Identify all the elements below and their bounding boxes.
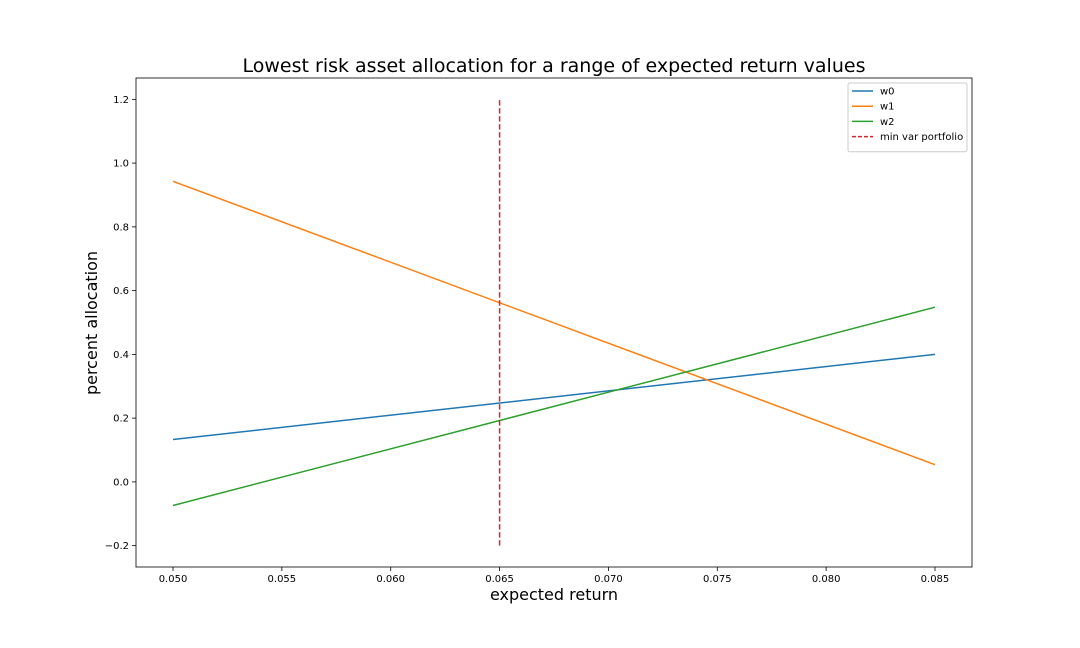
chart-title: Lowest risk asset allocation for a range… <box>243 55 866 77</box>
legend-label: w1 <box>880 102 895 113</box>
x-tick-label: 0.080 <box>812 574 841 585</box>
legend-label: w2 <box>880 117 895 128</box>
y-tick-label: 0.6 <box>113 286 129 297</box>
series-line-w0 <box>172 353 936 441</box>
x-tick-label: 0.050 <box>159 574 188 585</box>
legend-label: w0 <box>880 87 895 98</box>
legend-label: min var portfolio <box>880 132 963 143</box>
x-tick-label: 0.055 <box>268 574 297 585</box>
series-line-w1 <box>172 180 936 466</box>
x-axis-label: expected return <box>490 585 618 604</box>
y-tick-label: 1.2 <box>113 95 129 106</box>
legend-box <box>847 82 968 153</box>
y-tick-label: 0.0 <box>113 477 129 488</box>
x-tick-label: 0.085 <box>921 574 950 585</box>
y-tick-label: 1.0 <box>113 159 129 170</box>
y-axis-label: percent allocation <box>82 251 101 395</box>
x-tick-label: 0.075 <box>703 574 732 585</box>
y-tick-label: −0.2 <box>105 541 129 552</box>
plot-frame <box>135 77 973 568</box>
y-tick-label: 0.2 <box>113 414 129 425</box>
y-tick-label: 0.8 <box>113 222 129 233</box>
x-tick-label: 0.065 <box>485 574 514 585</box>
x-tick-label: 0.070 <box>594 574 623 585</box>
legend: w0 w1 w2 min var portfolio <box>847 82 968 153</box>
y-tick-label: 0.4 <box>113 350 129 361</box>
series-line-w2 <box>172 306 936 507</box>
plot-area: 0.050 0.055 0.060 0.065 0.070 0.075 0.080 0.085… <box>105 77 973 585</box>
x-tick-label: 0.060 <box>376 574 405 585</box>
